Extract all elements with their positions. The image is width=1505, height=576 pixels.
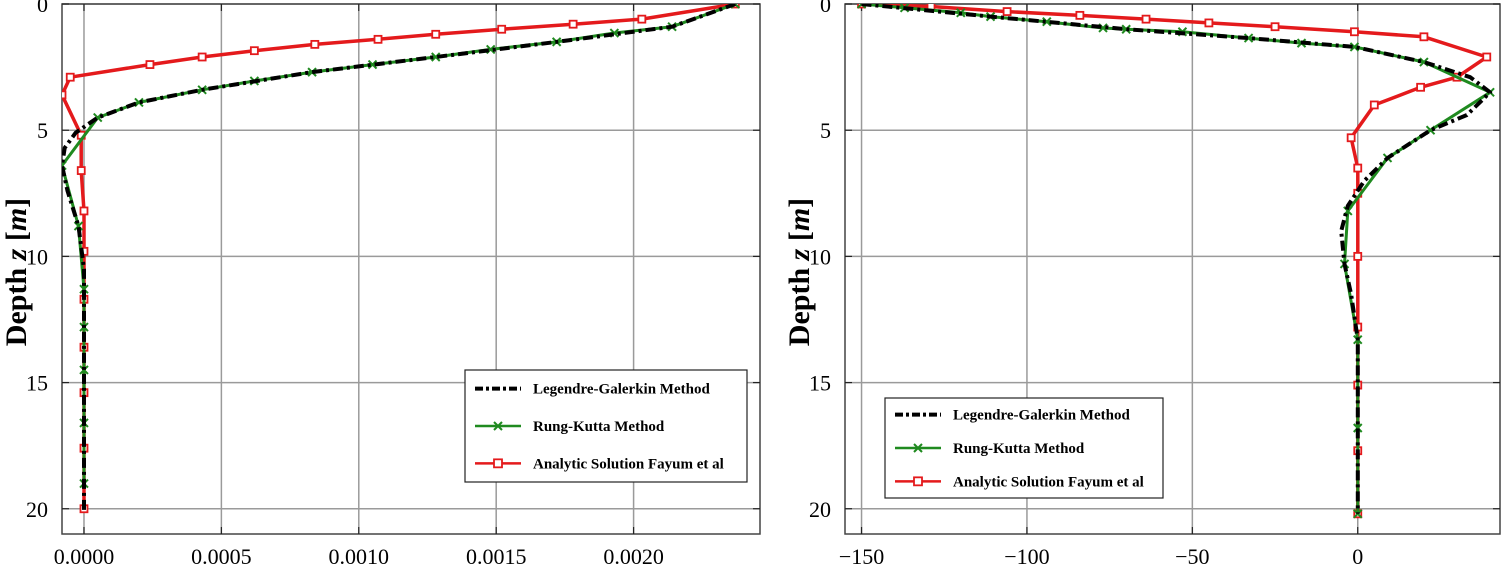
series-legendre-galerkin-method-line bbox=[62, 4, 736, 512]
series-rung-kutta-method-marker bbox=[79, 365, 89, 375]
series-analytic-solution-fayum-et-al-marker bbox=[1353, 163, 1363, 173]
legend-label: Legendre-Galerkin Method bbox=[953, 408, 1130, 424]
x-tick-label: −50 bbox=[1175, 544, 1209, 569]
series-analytic-solution-fayum-et-al-marker bbox=[637, 14, 647, 24]
series-rung-kutta-method-marker bbox=[79, 284, 89, 294]
legend-item: Rung-Kutta Method bbox=[895, 441, 1085, 457]
series-analytic-solution-fayum-et-al-marker bbox=[1369, 100, 1379, 110]
chart-panel-2: −150 −100 −50 0 0 5 10 15 20 Depth z [m] Legendre-… bbox=[783, 0, 1501, 569]
plot-frame bbox=[61, 3, 761, 535]
series-rung-kutta-method-marker bbox=[367, 59, 378, 70]
y-tick-label: 5 bbox=[37, 118, 48, 143]
y-tick-label: 20 bbox=[809, 497, 831, 522]
series-analytic-solution-fayum-et-al-marker bbox=[1002, 7, 1012, 16]
plot-area bbox=[856, 4, 1495, 519]
x-tick-label: 0 bbox=[1352, 544, 1363, 569]
series-analytic-solution-fayum-et-al-marker bbox=[1353, 251, 1363, 261]
y-axis-label: Depth z [m] bbox=[0, 198, 33, 346]
series-analytic-solution-fayum-et-al-marker bbox=[249, 46, 259, 56]
series-analytic-solution-fayum-et-al-marker bbox=[310, 39, 320, 49]
legend-item: Legendre-Galerkin Method bbox=[475, 382, 710, 398]
series-analytic-solution-fayum-et-al-marker bbox=[568, 19, 578, 29]
legend-label: Legendre-Galerkin Method bbox=[533, 382, 710, 398]
y-tick-label: 0 bbox=[820, 0, 831, 17]
x-tick-label: −100 bbox=[1004, 544, 1049, 569]
legend-item: Analytic Solution Fayum et al bbox=[895, 474, 1144, 490]
y-tick-label: 15 bbox=[26, 371, 48, 396]
series-analytic-solution-fayum-et-al-marker bbox=[65, 72, 75, 82]
legend-label: Rung-Kutta Method bbox=[953, 441, 1085, 457]
plot-frame bbox=[844, 3, 1501, 535]
series-rung-kutta-method-marker bbox=[307, 67, 317, 77]
legend-label: Analytic Solution Fayum et al bbox=[533, 456, 724, 472]
series-analytic-solution-fayum-et-al-marker bbox=[62, 90, 67, 100]
series-rung-kutta-method-marker bbox=[62, 160, 67, 171]
series-analytic-solution-fayum-et-al-marker bbox=[1419, 32, 1429, 42]
y-tick-label: 10 bbox=[26, 244, 48, 269]
y-tick-label: 0 bbox=[37, 0, 48, 17]
series-rung-kutta-method-marker bbox=[856, 4, 867, 9]
series-rung-kutta-method-marker bbox=[1353, 509, 1363, 519]
series-analytic-solution-fayum-et-al-marker bbox=[431, 29, 441, 39]
series-analytic-solution-fayum-et-al-marker bbox=[1350, 27, 1359, 37]
legend-label: Analytic Solution Fayum et al bbox=[953, 474, 1144, 490]
y-tick-label: 20 bbox=[26, 497, 48, 522]
series-rung-kutta-method-marker bbox=[431, 52, 441, 62]
series-analytic-solution-fayum-et-al-marker bbox=[1141, 14, 1151, 24]
legend-item: Analytic Solution Fayum et al bbox=[475, 456, 724, 472]
series-rung-kutta-method-marker bbox=[1243, 33, 1254, 43]
series-analytic-solution-fayum-et-al-marker bbox=[1270, 22, 1280, 32]
x-tick-label: −150 bbox=[839, 544, 884, 569]
series-analytic-solution-fayum-et-al-marker bbox=[497, 24, 507, 34]
series-analytic-solution-fayum-et-al-marker bbox=[1204, 18, 1214, 28]
x-tick-label: 0.0010 bbox=[329, 544, 390, 569]
legend: Legendre-Galerkin Method Rung-Kutta Metho… bbox=[464, 369, 748, 483]
chart-panel-1: 0.0000 0.0005 0.0010 0.0015 0.0020 0 5 10 15 20 De… bbox=[0, 0, 761, 569]
y-tick-label: 5 bbox=[820, 118, 831, 143]
series-analytic-solution-fayum-et-al-marker bbox=[1416, 82, 1426, 92]
series-rung-kutta-method-marker bbox=[1121, 24, 1131, 34]
series-rung-kutta-method-marker bbox=[1042, 16, 1052, 27]
x-tick-label: 0.0000 bbox=[54, 544, 115, 569]
series-analytic-solution-fayum-et-al-marker bbox=[145, 60, 155, 69]
series-rung-kutta-method-marker bbox=[1353, 423, 1363, 433]
legend: Legendre-Galerkin Method Rung-Kutta Metho… bbox=[884, 397, 1164, 499]
y-tick-label: 15 bbox=[809, 371, 831, 396]
legend-item: Rung-Kutta Method bbox=[475, 419, 665, 435]
x-tick-label: 0.0005 bbox=[191, 544, 252, 569]
series-rung-kutta-method-marker bbox=[1349, 42, 1360, 52]
x-tick-label: 0.0015 bbox=[466, 544, 527, 569]
series-analytic-solution-fayum-et-al-marker bbox=[1075, 10, 1085, 20]
legend-label: Rung-Kutta Method bbox=[533, 419, 665, 435]
series-analytic-solution-fayum-et-al-marker bbox=[373, 34, 383, 44]
plot-area bbox=[62, 4, 740, 514]
legend-item: Legendre-Galerkin Method bbox=[895, 408, 1130, 424]
series-analytic-solution-fayum-et-al-marker bbox=[1482, 52, 1492, 62]
series-analytic-solution-fayum-et-al-marker bbox=[79, 206, 89, 216]
series-analytic-solution-fayum-et-al-marker bbox=[76, 166, 86, 175]
series-analytic-solution-fayum-et-al-marker bbox=[197, 52, 207, 62]
series-analytic-solution-fayum-et-al-marker bbox=[1346, 133, 1356, 143]
y-tick-label: 10 bbox=[809, 244, 831, 269]
y-axis-label: Depth z [m] bbox=[783, 198, 816, 346]
x-tick-label: 0.0020 bbox=[603, 544, 664, 569]
